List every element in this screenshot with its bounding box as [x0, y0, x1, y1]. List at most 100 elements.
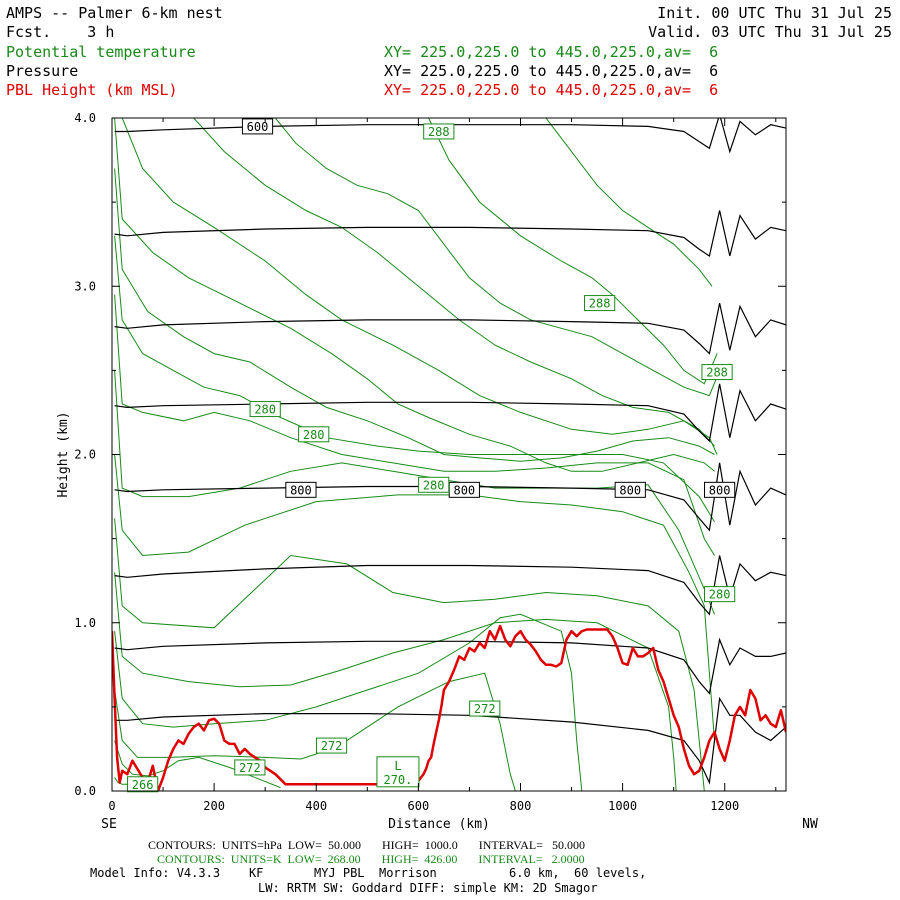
- theta-label: 272: [469, 700, 501, 717]
- theta-label-box: [298, 426, 330, 443]
- theta-label-box: [127, 776, 159, 793]
- theta-label-text: 288: [589, 297, 611, 311]
- chart-title: AMPS -- Palmer 6-km nest: [6, 4, 223, 22]
- pressure-label: 800: [614, 481, 646, 498]
- y-tick-label: 4.0: [74, 111, 96, 125]
- x-tick-label: 0: [108, 799, 115, 813]
- se-end-label: SE: [101, 817, 117, 832]
- theta-contour-line: [114, 572, 677, 791]
- pressure-contour-950: [114, 696, 786, 785]
- pressure-contour-600: [114, 118, 786, 154]
- x-axis-label: Distance (km): [388, 817, 490, 832]
- theta-label: 280: [418, 476, 450, 493]
- pressure-label-box: [704, 481, 736, 498]
- theta-contour-line: [193, 118, 715, 447]
- theta-contour-line: [121, 118, 718, 455]
- pressure-contours: [114, 118, 786, 785]
- pressure-label: 800: [285, 481, 317, 498]
- theta-label-box: [418, 476, 450, 493]
- theta-contour-line: [114, 613, 583, 791]
- pressure-contour-900: [114, 637, 786, 695]
- x-tick-label: 600: [408, 799, 430, 813]
- theta-contour-line: [114, 118, 715, 472]
- theta-label: 266: [127, 776, 159, 793]
- pbl-height-line: [112, 624, 786, 791]
- pressure-contour-700: [114, 302, 786, 355]
- theta-label: 272: [315, 737, 348, 754]
- theta-label-text: 272: [321, 739, 343, 753]
- theta-label-text: 266: [132, 778, 154, 792]
- x-tick-label: 800: [510, 799, 532, 813]
- theta-contour-line: [545, 118, 713, 287]
- theta-label-box: [469, 700, 501, 717]
- theta-contour-line: [114, 235, 715, 523]
- theta-label-text: 272: [239, 761, 261, 775]
- x-tick-label: 1000: [608, 799, 637, 813]
- theta-label-box: [584, 295, 616, 312]
- theta-label-box: [701, 364, 733, 381]
- legend-theta-xy: XY= 225.0,225.0 to 445.0,225.0,av= 6: [384, 43, 719, 61]
- theta-contours: [114, 118, 721, 791]
- legend-theta-name: Potential temperature: [6, 43, 196, 61]
- theta-label-box: [423, 123, 455, 140]
- pressure-label: 800: [704, 481, 736, 498]
- pressure-label-text: 600: [247, 120, 269, 134]
- theta-label: 288: [701, 364, 733, 381]
- theta-contour-line: [114, 370, 715, 615]
- init-time: Init. 00 UTC Thu 31 Jul 25: [657, 4, 892, 22]
- pressure-label: 800: [448, 481, 480, 498]
- footer-pressure-contours: CONTOURS: UNITS=hPa LOW= 50.000 HIGH= 10…: [148, 838, 585, 852]
- legend-pressure-name: Pressure: [6, 62, 79, 80]
- theta-label-text: 280: [709, 588, 731, 602]
- theta-contour-line: [114, 672, 516, 791]
- forecast-label: Fcst. 3 h: [6, 23, 114, 41]
- theta-label-text: 272: [474, 702, 496, 716]
- theta-label-text: 280: [254, 403, 276, 417]
- pressure-label-box: [285, 481, 317, 498]
- theta-contour-line: [114, 518, 705, 791]
- legend-pbl-name: PBL Height (km MSL): [6, 81, 178, 99]
- y-tick-label: 0.0: [74, 784, 96, 798]
- footer-theta-contours: CONTOURS: UNITS=K LOW= 268.00 HIGH= 426.…: [157, 852, 585, 866]
- theta-contour-line: [428, 118, 718, 385]
- pressure-label-box: [241, 118, 274, 135]
- theta-contour-line: [275, 118, 721, 397]
- pressure-label-box: [614, 481, 646, 498]
- y-tick-label: 2.0: [74, 448, 96, 462]
- valid-time: Valid. 03 UTC Thu 31 Jul 25: [648, 23, 892, 41]
- forecast-label-text: Fcst.: [6, 23, 52, 41]
- theta-label: 288: [423, 123, 455, 140]
- pbl-height-series: [112, 624, 786, 791]
- theta-label-box: [704, 586, 736, 603]
- theta-label: 272: [234, 759, 266, 776]
- theta-label-text: 288: [428, 125, 450, 139]
- pressure-label: 600: [241, 118, 274, 135]
- pressure-label-text: 800: [619, 483, 641, 497]
- theta-label-text: 288: [706, 366, 728, 380]
- forecast-hour: 3 h: [87, 23, 115, 41]
- theta-label-text: 280: [423, 478, 445, 492]
- low-label-value: 270.: [383, 773, 412, 787]
- y-tick-label: 3.0: [74, 279, 96, 293]
- y-axis-label: Height (km): [56, 411, 71, 497]
- contour-labels: 600 800 800 800 800 266 272 272 272 280 280 280 280 2…: [127, 118, 736, 793]
- low-label-box: [376, 756, 420, 788]
- pressure-label-text: 800: [290, 483, 312, 497]
- theta-label-box: [234, 759, 266, 776]
- axes: 0 200 400 600 800 1000 1200 0.0 1.0 2.0 3.0 4.0 Dist…: [56, 111, 818, 832]
- legend-pbl-xy: XY= 225.0,225.0 to 445.0,225.0,av= 6: [384, 81, 719, 99]
- x-tick-label: 400: [305, 799, 327, 813]
- x-tick-label: 200: [203, 799, 225, 813]
- theta-label-box: [249, 401, 281, 418]
- footer-physics-info: LW: RRTM SW: Goddard DIFF: simple KM: 2D…: [258, 881, 598, 895]
- theta-contour-line: [114, 168, 715, 462]
- theta-label: 280: [298, 426, 330, 443]
- nw-end-label: NW: [802, 817, 818, 832]
- theta-label-text: 280: [303, 428, 325, 442]
- pressure-label-text: 800: [453, 483, 475, 497]
- theta-contour-line: [114, 740, 281, 789]
- theta-contour-line: [114, 294, 715, 556]
- low-label-letter: L: [394, 759, 401, 773]
